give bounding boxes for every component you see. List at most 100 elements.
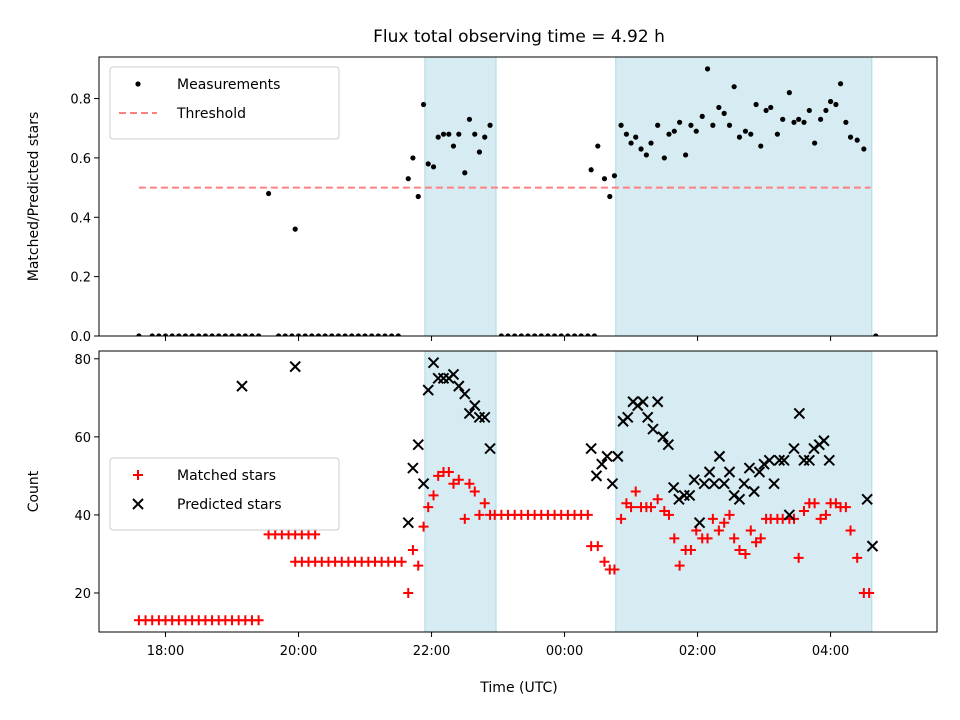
data-point [745,525,756,536]
data-point [843,119,849,125]
x-tick-label: 20:00 [280,644,317,659]
x-tick-label: 22:00 [413,644,450,659]
data-point [289,360,301,373]
data-point [623,131,630,137]
data-point [729,533,740,544]
data-point [588,167,594,173]
data-point [525,333,531,336]
data-point [601,176,608,182]
data-point [578,333,584,336]
data-point [671,128,677,134]
data-point [464,478,475,489]
data-point [413,560,424,571]
data-point [518,333,524,336]
data-point [182,333,189,336]
data-point [607,193,613,200]
data-point [292,226,298,232]
data-point [453,474,464,485]
data-point [847,134,854,140]
data-point [395,333,401,336]
data-point [156,333,162,336]
data-point [443,466,454,477]
data-point [873,333,879,336]
data-point [476,149,483,155]
x-axis-label: Time (UTC) [479,680,557,696]
data-point [791,119,797,125]
y-axis-label: Count [26,470,42,512]
data-point [309,333,315,336]
data-point [472,131,478,137]
data-point [202,333,209,336]
data-point [265,190,272,197]
data-point [601,450,613,463]
data-point [758,458,770,470]
y-tick-label: 0.8 [70,93,91,108]
observing-window-1 [615,351,873,632]
data-point [362,333,368,336]
data-point [685,545,696,556]
data-point [417,477,430,490]
data-point [815,513,826,524]
data-point [778,454,790,466]
data-point [505,333,511,336]
data-point [599,556,610,567]
data-point [662,438,675,451]
y-tick-label: 80 [74,353,91,368]
data-point [688,474,700,486]
data-point [708,477,720,490]
data-point [641,411,654,424]
data-point [755,533,766,544]
data-point [551,333,558,336]
data-point [396,556,407,567]
data-point [718,477,730,490]
data-point [823,107,829,114]
data-point [538,333,544,336]
data-point [793,407,806,420]
x-tick-label: 02:00 [679,644,716,659]
data-point [375,333,381,336]
data-point [427,357,440,369]
data-point [768,104,774,111]
data-point [474,509,485,520]
y-axis-label: Matched/Predicted stars [26,112,42,282]
data-point [532,333,538,336]
data-point [716,104,722,111]
data-point [466,116,473,122]
data-point [693,517,706,529]
legend-marker [132,498,144,510]
legend-box [109,457,340,531]
data-point [484,442,496,455]
data-point [403,587,414,598]
data-point [669,533,680,544]
data-point [763,107,769,114]
data-point [433,470,444,481]
data-point [448,478,459,489]
data-point [809,498,820,509]
data-point [812,140,818,146]
data-point [606,477,619,490]
data-point [632,399,644,412]
data-point [469,399,481,412]
data-point [638,146,644,152]
y-tick-label: 0.4 [70,211,91,226]
data-point [459,513,470,524]
data-point [310,529,321,540]
data-point [256,333,262,336]
data-point [820,509,831,520]
data-point [861,146,867,152]
data-point [683,152,689,158]
data-point [646,502,657,513]
data-point [565,333,571,336]
data-point [612,450,624,463]
data-point [479,411,491,424]
data-point [710,122,716,128]
data-point [249,333,255,336]
data-point [803,454,816,466]
data-point [763,454,776,466]
legend: Matched stars Predicted stars [109,457,340,531]
data-point [487,122,493,128]
data-point [742,128,749,134]
plot-area [133,351,879,632]
bottom-panel: 20 40 60 80 18:00 20:00 22:00 00:00 02:00 04:00 Co… [26,350,938,659]
